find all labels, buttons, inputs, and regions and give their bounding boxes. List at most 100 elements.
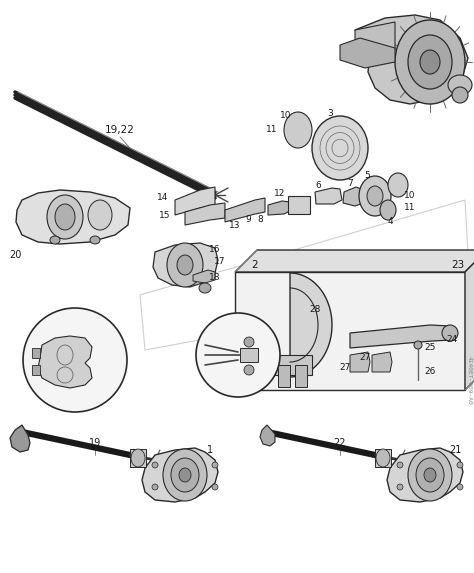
Bar [288,196,310,214]
Circle shape [397,484,403,490]
Text: 10: 10 [280,112,292,120]
Polygon shape [142,448,218,502]
Text: 1: 1 [207,445,213,455]
Ellipse shape [179,468,191,482]
Text: 7: 7 [347,179,353,187]
Polygon shape [350,325,452,348]
Ellipse shape [448,75,472,95]
Ellipse shape [90,236,100,244]
Polygon shape [193,270,215,283]
Ellipse shape [47,195,83,239]
Text: 11: 11 [266,125,278,135]
Text: 11: 11 [404,202,416,211]
Circle shape [212,462,218,468]
Polygon shape [343,187,366,206]
Polygon shape [340,38,395,68]
Polygon shape [175,187,215,215]
Ellipse shape [131,449,145,467]
Ellipse shape [424,468,436,482]
Polygon shape [225,198,265,222]
Bar [278,365,290,387]
Bar [235,272,465,390]
Polygon shape [350,352,370,372]
Polygon shape [355,15,468,104]
Circle shape [397,462,403,468]
Ellipse shape [408,449,452,501]
Ellipse shape [284,112,312,148]
Ellipse shape [452,87,468,103]
Text: 10: 10 [404,190,416,199]
Bar [240,348,258,362]
Text: 12: 12 [274,189,286,198]
Circle shape [196,313,280,397]
Ellipse shape [171,458,199,492]
Text: 23: 23 [451,260,465,270]
Text: 27: 27 [359,352,371,362]
Bar [32,348,40,358]
Text: 22: 22 [334,438,346,448]
Text: 16: 16 [209,245,221,254]
Polygon shape [355,22,395,58]
Bar [32,365,40,375]
Text: 24: 24 [447,336,457,344]
Polygon shape [290,273,332,377]
Bar [375,449,391,467]
Text: 25: 25 [424,343,436,352]
Text: 26: 26 [424,367,436,376]
Polygon shape [185,203,225,225]
Ellipse shape [167,243,203,287]
Ellipse shape [163,449,207,501]
Text: 8: 8 [257,215,263,225]
Ellipse shape [442,325,458,341]
Text: 14: 14 [157,193,169,202]
Text: 21: 21 [449,445,461,455]
Polygon shape [10,425,30,452]
Text: 19,22: 19,22 [105,125,135,135]
Ellipse shape [244,337,254,347]
Text: 4140ET-009-A0: 4140ET-009-A0 [466,356,472,405]
Ellipse shape [395,20,465,104]
Polygon shape [235,250,474,272]
Text: 2: 2 [252,260,258,270]
Text: 5: 5 [364,171,370,180]
Polygon shape [372,352,392,372]
Ellipse shape [376,449,390,467]
Text: 19: 19 [89,438,101,448]
Ellipse shape [420,50,440,74]
Ellipse shape [244,365,254,375]
Ellipse shape [312,116,368,180]
Ellipse shape [50,236,60,244]
Text: 18: 18 [209,273,221,282]
Text: 9: 9 [245,215,251,225]
Text: 17: 17 [214,257,226,266]
Ellipse shape [367,186,383,206]
Polygon shape [38,336,92,388]
Circle shape [23,308,127,412]
Ellipse shape [414,341,422,349]
Ellipse shape [408,35,452,89]
Polygon shape [465,250,474,390]
Ellipse shape [380,200,396,220]
Text: 3: 3 [327,108,333,117]
Text: 6: 6 [315,182,321,190]
Ellipse shape [416,458,444,492]
Polygon shape [387,448,463,502]
Text: 20: 20 [9,250,21,260]
Ellipse shape [88,200,112,230]
Text: 28: 28 [310,305,321,315]
Circle shape [152,484,158,490]
Bar [270,355,312,375]
Circle shape [457,484,463,490]
Text: 15: 15 [159,210,171,219]
Polygon shape [315,188,342,204]
Ellipse shape [55,204,75,230]
Polygon shape [16,190,130,244]
Circle shape [152,462,158,468]
Bar [130,449,146,467]
Ellipse shape [359,176,391,216]
Bar [295,365,307,387]
Polygon shape [268,201,292,215]
Text: 4: 4 [387,218,393,226]
Ellipse shape [199,283,211,293]
Polygon shape [260,425,275,446]
